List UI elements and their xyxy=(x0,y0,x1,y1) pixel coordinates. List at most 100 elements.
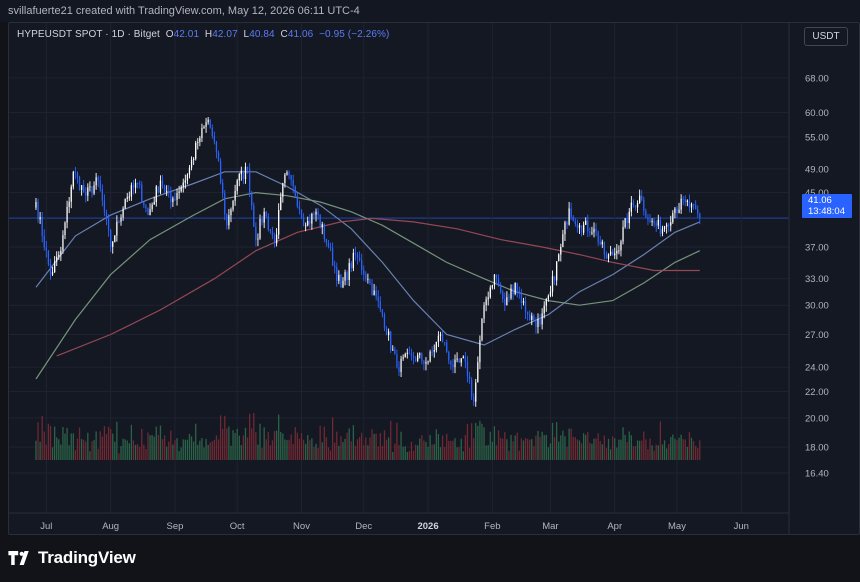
brand-name: TradingView xyxy=(38,548,136,567)
volume-bar xyxy=(192,441,195,460)
volume-bar xyxy=(578,440,581,460)
candle-body xyxy=(510,288,512,299)
candle-body xyxy=(597,231,599,243)
price-tick-label: 24.00 xyxy=(805,363,829,374)
moving-average-line xyxy=(56,217,700,357)
volume-bar xyxy=(259,423,261,460)
candle-body xyxy=(576,224,579,228)
candle-body xyxy=(481,318,483,341)
candle-body xyxy=(502,292,504,299)
price-tick-label: 20.00 xyxy=(805,413,829,424)
candle-body xyxy=(626,218,628,224)
volume-bar xyxy=(470,423,473,460)
candle-body xyxy=(87,187,89,196)
volume-bar xyxy=(510,435,512,460)
candle-body xyxy=(383,314,386,329)
volume-bar xyxy=(56,437,58,460)
candle-body xyxy=(72,171,74,187)
candlesticks xyxy=(35,117,701,407)
volume-bar xyxy=(622,427,624,460)
candle-body xyxy=(529,314,531,320)
candle-body xyxy=(224,193,226,215)
time-tick-label: Oct xyxy=(230,521,245,532)
candle-body xyxy=(188,167,191,175)
volume-bar xyxy=(292,444,294,460)
candle-body xyxy=(153,202,155,205)
candle-body xyxy=(354,252,357,255)
volume-bar xyxy=(697,448,699,460)
volume-bar xyxy=(475,422,477,460)
tradingview-logo[interactable]: TradingView xyxy=(8,548,136,568)
candle-body xyxy=(462,356,464,359)
volume-bar xyxy=(163,435,166,460)
candle-body xyxy=(601,241,603,245)
volume-bar xyxy=(85,441,87,460)
price-axis[interactable]: 68.00 60.00 55.00 49.00 45.00 37.00 33.00 30.00… xyxy=(9,23,829,536)
candle-body xyxy=(661,228,664,234)
volume-bar xyxy=(39,441,41,460)
bar-countdown: 13:48:04 xyxy=(808,206,845,217)
time-tick-label: Nov xyxy=(293,521,310,532)
volume-bar xyxy=(182,439,184,460)
candle-body xyxy=(655,223,657,226)
candle-body xyxy=(242,170,245,180)
volume-bar xyxy=(278,414,280,460)
chart-frame[interactable]: 68.00 60.00 55.00 49.00 45.00 37.00 33.00 30.00… xyxy=(8,22,860,536)
volume-bar xyxy=(435,429,437,460)
volume-bar xyxy=(288,439,290,460)
volume-bar xyxy=(72,433,74,460)
candle-body xyxy=(47,250,50,264)
volume-bar xyxy=(323,426,325,460)
volume-bar xyxy=(275,430,278,460)
candle-body xyxy=(580,225,583,233)
candle-body xyxy=(83,185,85,193)
currency-button[interactable]: USDT xyxy=(804,27,848,46)
volume-bar xyxy=(487,445,489,460)
candle-body xyxy=(170,191,172,203)
volume-bar xyxy=(433,444,435,460)
volume-bar xyxy=(558,441,560,460)
candle-body xyxy=(473,396,475,402)
candle-body xyxy=(269,229,272,232)
volume-bar xyxy=(232,430,234,460)
volume-bar xyxy=(282,433,284,460)
candle-body xyxy=(412,355,415,358)
volume-bar xyxy=(454,438,456,460)
volume-bar xyxy=(572,436,574,460)
volume-bar xyxy=(450,440,452,460)
volume-bar xyxy=(400,431,402,460)
candle-body xyxy=(570,208,572,217)
candle-body xyxy=(522,301,525,303)
close-value: 41.06 xyxy=(287,29,314,40)
volume-bar xyxy=(518,450,520,460)
price-tick-label: 45.00 xyxy=(805,188,829,199)
volume-bar xyxy=(242,435,245,460)
candle-body xyxy=(284,174,286,183)
candle-body xyxy=(468,375,471,380)
volume-bar xyxy=(331,417,334,460)
volume-bar xyxy=(176,438,178,460)
volume-bar xyxy=(336,431,338,460)
candle-body xyxy=(553,276,556,281)
candle-body xyxy=(116,221,118,236)
candle-body xyxy=(417,354,419,361)
volume-bar xyxy=(352,425,355,460)
candle-body xyxy=(336,267,338,281)
volume-bar xyxy=(522,440,525,460)
candle-body xyxy=(215,141,218,153)
time-axis[interactable]: Jul Aug Sep Oct Nov Dec 2026 Feb Mar Apr May Jun xyxy=(40,521,749,532)
candle-body xyxy=(448,351,450,361)
candle-body xyxy=(431,351,433,353)
candle-body xyxy=(628,211,630,224)
candle-body xyxy=(114,235,116,242)
volume-bar xyxy=(350,441,352,460)
candle-body xyxy=(419,353,421,355)
candle-body xyxy=(346,272,348,281)
volume-bar xyxy=(367,445,369,460)
volume-bar xyxy=(585,434,587,460)
chart-svg[interactable]: 68.00 60.00 55.00 49.00 45.00 37.00 33.00 30.00… xyxy=(9,23,860,536)
volume-bar xyxy=(205,438,207,460)
candle-body xyxy=(593,228,595,233)
candle-body xyxy=(483,305,485,319)
volume-bar xyxy=(273,431,276,460)
